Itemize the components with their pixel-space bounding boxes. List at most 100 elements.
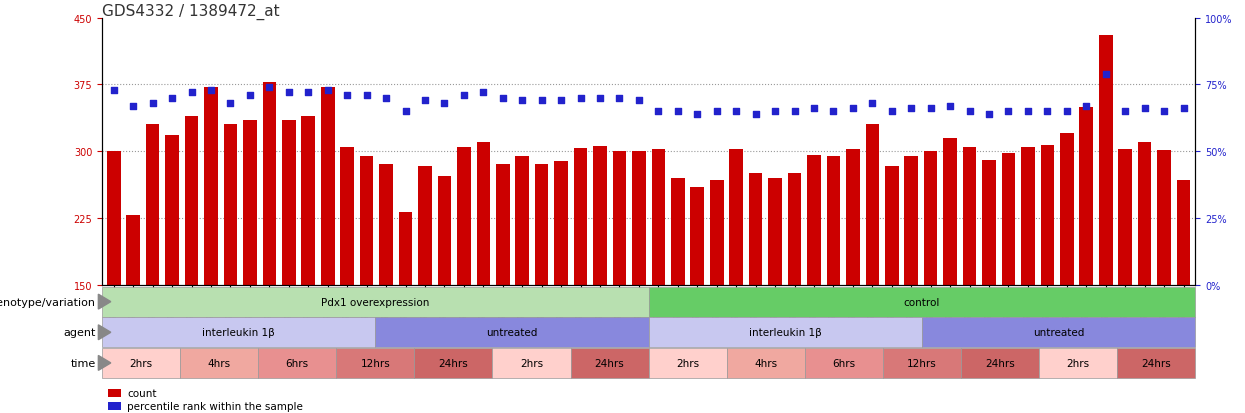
Point (435, 100, 454, 107)
Point (979, 111, 998, 118)
Text: interleukin 1β: interleukin 1β (203, 328, 275, 337)
Point (279, 90, 299, 97)
Bar (691, 188, 705, 413)
Point (162, 95, 182, 102)
Bar (1021, 147, 1035, 413)
Bar (554, 161, 568, 413)
Point (667, 109, 687, 115)
Bar (360, 156, 373, 413)
Bar (730, 150, 743, 413)
Text: Pdx1 overexpression: Pdx1 overexpression (321, 297, 430, 307)
Point (220, 100, 240, 107)
Bar (204, 88, 218, 413)
Text: time: time (71, 358, 96, 368)
Point (123, 103, 143, 110)
Bar (398, 212, 412, 413)
Bar (184, 116, 198, 413)
Bar (885, 167, 899, 413)
Point (1077, 103, 1097, 110)
Bar (710, 180, 723, 413)
Point (1134, 106, 1154, 112)
Text: interleukin 1β: interleukin 1β (749, 328, 822, 337)
Bar (807, 155, 820, 413)
Point (143, 100, 163, 107)
Bar (437, 177, 451, 413)
Bar (477, 143, 491, 413)
Bar (340, 147, 354, 413)
Bar (944, 138, 957, 413)
Point (1154, 109, 1174, 115)
Text: 2hrs: 2hrs (1067, 358, 1089, 368)
Point (200, 87, 220, 94)
Point (649, 109, 669, 115)
Bar (748, 174, 762, 413)
Bar (904, 156, 918, 413)
Bar (1079, 107, 1093, 413)
Text: 24hrs: 24hrs (595, 358, 625, 368)
Point (746, 111, 766, 118)
Bar (380, 165, 393, 413)
Point (881, 109, 901, 115)
Bar (224, 125, 238, 413)
Point (960, 109, 980, 115)
Bar (924, 152, 937, 413)
Bar (107, 152, 121, 413)
Point (784, 109, 804, 115)
Point (415, 98, 435, 104)
Text: control: control (904, 297, 940, 307)
Point (103, 87, 123, 94)
Point (396, 109, 416, 115)
Point (376, 95, 396, 102)
Bar (146, 125, 159, 413)
Text: untreated: untreated (1033, 328, 1084, 337)
Point (532, 98, 552, 104)
Text: 24hrs: 24hrs (438, 358, 468, 368)
Text: 12hrs: 12hrs (908, 358, 936, 368)
Point (1116, 109, 1135, 115)
Point (1174, 106, 1194, 112)
Text: 6hrs: 6hrs (285, 358, 309, 368)
Point (1037, 109, 1057, 115)
Point (259, 85, 279, 91)
Point (940, 103, 960, 110)
Point (299, 90, 319, 97)
Text: untreated: untreated (487, 328, 538, 337)
Bar (1059, 134, 1073, 413)
Point (552, 98, 571, 104)
Point (901, 106, 921, 112)
Text: GDS4332 / 1389472_at: GDS4332 / 1389472_at (102, 4, 280, 20)
Text: count: count (127, 388, 157, 398)
Bar (1138, 143, 1152, 413)
Bar (243, 121, 256, 413)
Point (804, 106, 824, 112)
Bar (457, 147, 471, 413)
Point (570, 95, 590, 102)
Bar (127, 216, 139, 413)
Text: 24hrs: 24hrs (1142, 358, 1172, 368)
Bar (847, 150, 860, 413)
Bar (632, 152, 646, 413)
Bar (827, 156, 840, 413)
Bar (283, 121, 295, 413)
Point (863, 100, 883, 107)
Bar (593, 147, 606, 413)
Text: 2hrs: 2hrs (520, 358, 543, 368)
Point (766, 109, 786, 115)
Point (687, 111, 707, 118)
Point (454, 93, 474, 99)
Point (317, 87, 337, 94)
Point (1096, 71, 1116, 78)
Point (473, 90, 493, 97)
Text: 24hrs: 24hrs (985, 358, 1015, 368)
Point (843, 106, 863, 112)
Bar (962, 147, 976, 413)
Text: 4hrs: 4hrs (208, 358, 230, 368)
Text: 6hrs: 6hrs (832, 358, 855, 368)
Point (823, 109, 843, 115)
Bar (1041, 145, 1055, 413)
Bar (768, 178, 782, 413)
Point (337, 93, 357, 99)
Bar (982, 161, 996, 413)
Bar (1099, 36, 1113, 413)
Text: agent: agent (63, 328, 96, 337)
